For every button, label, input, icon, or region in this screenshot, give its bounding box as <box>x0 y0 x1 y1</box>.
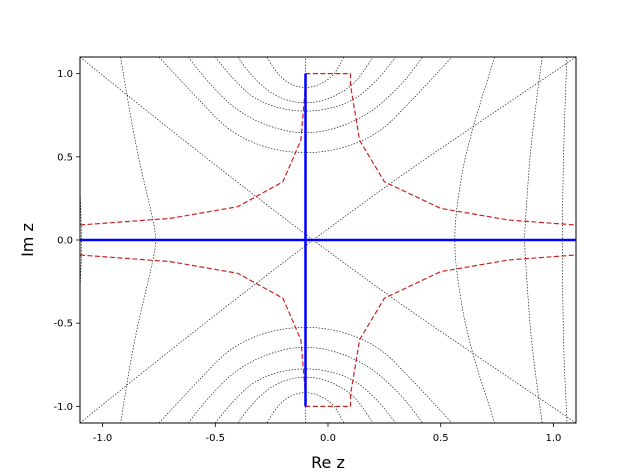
x-tick-label: 0.0 <box>320 433 336 444</box>
x-tick-label: 1.0 <box>546 433 562 444</box>
contour-curve-16 <box>158 327 453 423</box>
y-axis-label: Im z <box>18 223 37 257</box>
y-tick-label: -0.5 <box>53 319 73 330</box>
contour-curve-12 <box>266 392 345 423</box>
contour-curve-19 <box>454 57 496 423</box>
contour-curve-13 <box>237 376 374 423</box>
contour-curve-17 <box>120 57 156 423</box>
y-axis: -1.0 -0.5 0.0 0.5 1.0 <box>53 69 80 413</box>
contour-curve-5 <box>80 57 576 423</box>
curve-layer <box>80 57 576 423</box>
red-dashed-curve-2 <box>80 73 576 226</box>
y-tick-label: 1.0 <box>57 69 73 80</box>
contour-curve-21 <box>562 57 568 423</box>
red-dashed-curve-3 <box>80 254 576 407</box>
contour-curve-7 <box>266 57 345 88</box>
x-tick-label: -0.5 <box>206 433 226 444</box>
y-tick-label: -1.0 <box>53 402 73 413</box>
contour-curve-20 <box>524 57 543 423</box>
x-axis-label: Re z <box>311 453 345 472</box>
x-tick-label: 0.5 <box>433 433 449 444</box>
contour-curve-11 <box>158 57 453 153</box>
contour-curve-4 <box>80 57 576 423</box>
contour-curve-8 <box>237 57 374 104</box>
y-tick-label: 0.5 <box>57 152 73 163</box>
x-tick-label: -1.0 <box>93 433 113 444</box>
x-axis: -1.0 -0.5 0.0 0.5 1.0 <box>93 423 562 444</box>
y-tick-label: 0.0 <box>57 236 73 247</box>
